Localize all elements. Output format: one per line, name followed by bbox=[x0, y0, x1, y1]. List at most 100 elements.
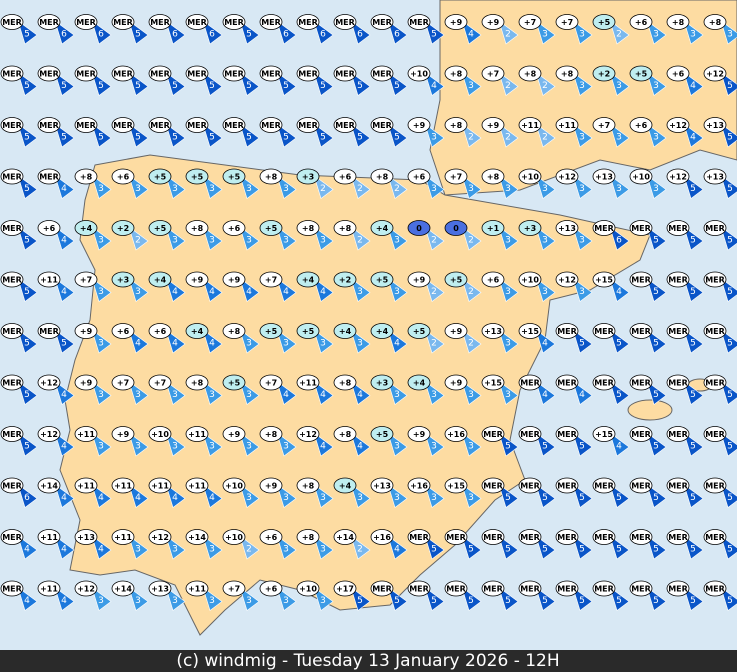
temp-label: MER bbox=[483, 533, 503, 542]
wind-arrow bbox=[720, 586, 737, 611]
station: 3 +5 bbox=[148, 220, 186, 251]
wind-arrow bbox=[424, 20, 445, 45]
wind-speed: 2 bbox=[505, 81, 511, 91]
station: 3 +7 bbox=[518, 14, 556, 45]
temp-label: MER bbox=[2, 224, 22, 233]
wind-arrow bbox=[683, 20, 704, 45]
temp-label: MER bbox=[705, 327, 725, 336]
wind-arrow bbox=[387, 174, 408, 199]
wind-speed: 5 bbox=[24, 133, 30, 143]
temp-label: +11 bbox=[188, 482, 206, 491]
temp-bubble bbox=[629, 477, 653, 494]
wind-arrow bbox=[387, 535, 408, 560]
wind-arrow bbox=[424, 535, 445, 560]
temp-bubble bbox=[222, 220, 246, 236]
station: 2+14 bbox=[333, 529, 371, 560]
wind-speed: 2 bbox=[468, 236, 474, 246]
wind-speed: 3 bbox=[579, 287, 585, 297]
wind-arrow bbox=[461, 432, 482, 457]
wind-speed: 3 bbox=[172, 596, 178, 606]
temp-label: +7 bbox=[487, 70, 499, 79]
wind-arrow bbox=[720, 123, 737, 148]
temp-bubble bbox=[222, 374, 246, 391]
wind-arrow bbox=[683, 277, 704, 302]
temp-label: +6 bbox=[635, 18, 648, 27]
temp-label: MER bbox=[113, 18, 133, 27]
temp-bubble bbox=[296, 580, 320, 597]
wind-speed: 3 bbox=[246, 442, 252, 452]
wind-speed: 3 bbox=[505, 184, 511, 194]
wind-arrow bbox=[54, 277, 75, 302]
temp-label: MER bbox=[76, 70, 96, 79]
temp-label: +13 bbox=[484, 327, 502, 336]
wind-speed: 5 bbox=[616, 339, 622, 349]
wind-arrow bbox=[683, 483, 704, 508]
temp-bubble bbox=[629, 580, 653, 597]
station: 4 +8 bbox=[333, 374, 371, 405]
temp-bubble bbox=[481, 271, 505, 288]
temp-label: +14 bbox=[188, 533, 206, 542]
temp-label: +9 bbox=[191, 276, 204, 285]
wind-speed: 3 bbox=[468, 493, 474, 503]
wind-arrow bbox=[572, 226, 593, 251]
temp-label: MER bbox=[372, 70, 392, 79]
temp-bubble bbox=[407, 220, 431, 236]
wind-speed: 5 bbox=[394, 81, 400, 91]
temp-bubble bbox=[222, 477, 246, 494]
temp-bubble bbox=[259, 477, 283, 494]
temp-label: +17 bbox=[336, 585, 354, 594]
wind-speed: 4 bbox=[690, 81, 696, 91]
wind-speed: 5 bbox=[431, 596, 437, 606]
wind-speed: 5 bbox=[320, 81, 326, 91]
wind-speed: 4 bbox=[616, 442, 622, 452]
station: 2 +6 bbox=[333, 168, 371, 199]
wind-speed: 3 bbox=[653, 184, 659, 194]
wind-arrow bbox=[17, 226, 38, 251]
temp-label: +13 bbox=[151, 585, 169, 594]
temp-label: +11 bbox=[521, 121, 539, 130]
temp-label: +14 bbox=[114, 585, 132, 594]
temp-label: +5 bbox=[302, 327, 315, 336]
temp-bubble bbox=[666, 271, 690, 288]
temp-label: +15 bbox=[595, 276, 613, 285]
wind-arrow bbox=[17, 483, 38, 508]
temp-bubble bbox=[259, 323, 283, 339]
temp-label: +1 bbox=[487, 224, 500, 233]
station: 4 +9 bbox=[222, 271, 260, 302]
wind-arrow bbox=[461, 20, 482, 45]
station: 3 +2 bbox=[592, 65, 630, 96]
wind-arrow bbox=[54, 71, 75, 96]
temp-label: +6 bbox=[117, 327, 130, 336]
temp-label: +16 bbox=[410, 482, 428, 491]
temp-label: +7 bbox=[450, 173, 462, 182]
temp-label: +8 bbox=[487, 173, 500, 182]
wind-arrow bbox=[276, 226, 297, 251]
wind-arrow bbox=[609, 586, 630, 611]
wind-speed: 6 bbox=[283, 30, 289, 40]
wind-speed: 5 bbox=[690, 236, 696, 246]
station: 5+12 bbox=[703, 65, 737, 96]
wind-speed: 4 bbox=[172, 287, 178, 297]
temp-bubble bbox=[370, 168, 394, 185]
station: 3 +6 bbox=[222, 220, 260, 251]
temp-bubble bbox=[518, 529, 542, 545]
wind-arrow bbox=[202, 226, 223, 251]
wind-speed: 3 bbox=[172, 442, 178, 452]
temp-label: +12 bbox=[299, 430, 317, 439]
temp-bubble bbox=[481, 426, 505, 442]
temp-bubble bbox=[666, 323, 690, 339]
temp-label: +10 bbox=[410, 70, 428, 79]
island bbox=[627, 399, 673, 421]
temp-bubble bbox=[37, 271, 61, 288]
